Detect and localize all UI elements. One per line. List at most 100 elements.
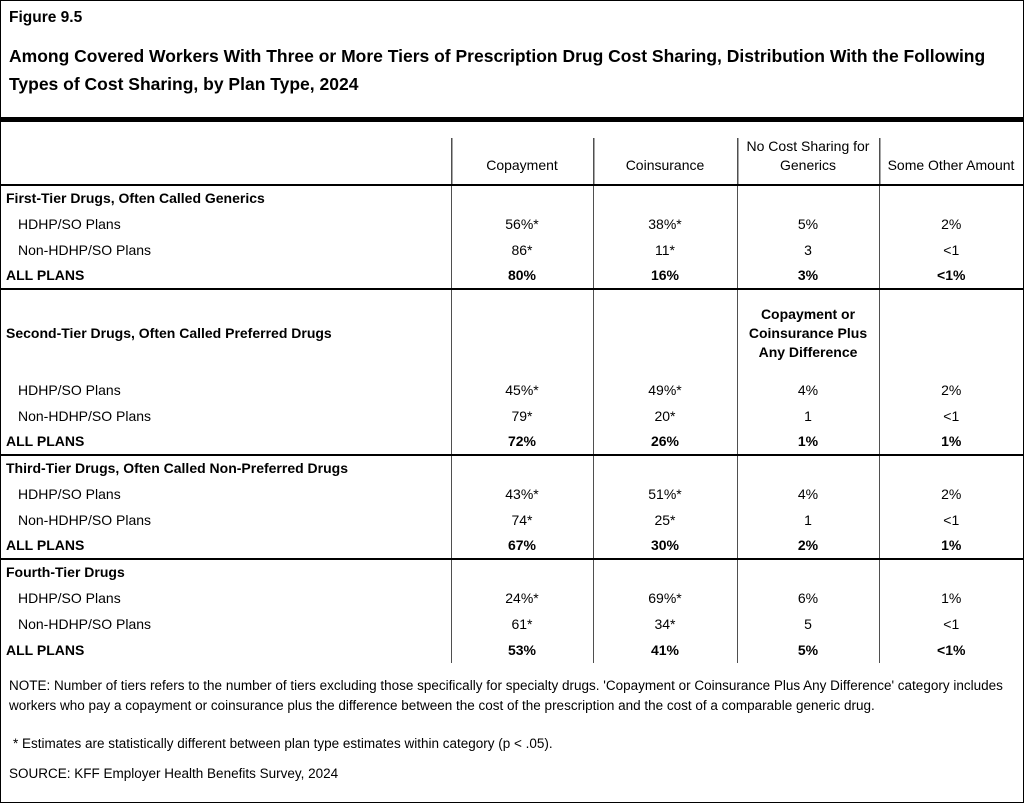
empty-cell [878, 185, 1023, 211]
cell-some-other: <1% [878, 637, 1023, 663]
table-row: Non-HDHP/SO Plans 74* 25* 1 <1 [1, 507, 1023, 533]
empty-cell [450, 185, 593, 211]
row-label: ALL PLANS [6, 641, 85, 658]
cell-coinsurance: 34* [592, 611, 737, 637]
cell-copayment: 72% [450, 429, 593, 455]
table-row: Non-HDHP/SO Plans 61* 34* 5 <1 [1, 611, 1023, 637]
empty-cell [878, 558, 1023, 585]
cell-some-other: <1 [878, 403, 1023, 429]
cell-no-cost-sharing: 5% [736, 637, 879, 663]
empty-cell [736, 558, 879, 585]
row-label: Non-HDHP/SO Plans [18, 511, 152, 528]
cell-no-cost-sharing: 5 [736, 611, 879, 637]
column-header-row: Copayment Coinsurance No Cost Sharing fo… [1, 122, 1023, 186]
cell-some-other: 2% [878, 481, 1023, 507]
cell-some-other: 2% [878, 377, 1023, 403]
all-plans-row: ALL PLANS 67% 30% 2% 1% [1, 533, 1023, 559]
cell-coinsurance: 69%* [592, 585, 737, 611]
cell-no-cost-sharing: 3% [736, 263, 879, 289]
cell-copayment: 24%* [450, 585, 593, 611]
cell-no-cost-sharing: 1 [736, 403, 879, 429]
note-text: NOTE: Number of tiers refers to the numb… [9, 678, 1003, 713]
section-second-tier-title-row: Second-Tier Drugs, Often Called Preferre… [1, 288, 1023, 377]
row-label: HDHP/SO Plans [18, 485, 121, 502]
empty-cell [450, 558, 593, 585]
cell-no-cost-sharing: 4% [736, 481, 879, 507]
section-title: Fourth-Tier Drugs [1, 558, 451, 585]
empty-cell [450, 288, 593, 377]
source-text: SOURCE: KFF Employer Health Benefits Sur… [9, 766, 339, 781]
cell-copayment: 74* [450, 507, 593, 533]
figure-title: Among Covered Workers With Three or More… [9, 46, 986, 94]
cell-coinsurance: 11* [592, 237, 737, 263]
row-label: Non-HDHP/SO Plans [18, 241, 152, 258]
section-title: Third-Tier Drugs, Often Called Non-Prefe… [1, 454, 451, 481]
empty-cell [592, 288, 737, 377]
column-header-some-other-amount: Some Other Amount [879, 122, 1023, 186]
empty-cell [878, 288, 1023, 377]
section-first-tier-title-row: First-Tier Drugs, Often Called Generics [1, 185, 1023, 211]
cell-coinsurance: 26% [592, 429, 737, 455]
cell-some-other: <1 [878, 611, 1023, 637]
empty-cell [592, 454, 737, 481]
cell-copayment: 79* [450, 403, 593, 429]
cell-some-other: 1% [878, 585, 1023, 611]
section-title: First-Tier Drugs, Often Called Generics [6, 190, 265, 206]
cell-coinsurance: 20* [592, 403, 737, 429]
row-label-column-header [1, 122, 451, 186]
table-row: HDHP/SO Plans 43%* 51%* 4% 2% [1, 481, 1023, 507]
cell-no-cost-sharing: 1 [736, 507, 879, 533]
cell-copayment: 80% [450, 263, 593, 289]
row-label: ALL PLANS [6, 267, 85, 283]
cell-copayment: 43%* [450, 481, 593, 507]
all-plans-row: ALL PLANS 72% 26% 1% 1% [1, 429, 1023, 455]
row-label: HDHP/SO Plans [18, 215, 121, 232]
cell-coinsurance: 16% [592, 263, 737, 289]
cell-some-other: <1 [878, 237, 1023, 263]
figure-footer: NOTE: Number of tiers refers to the numb… [1, 663, 1023, 784]
cell-copayment: 53% [450, 637, 593, 663]
table-row: HDHP/SO Plans 45%* 49%* 4% 2% [1, 377, 1023, 403]
row-label: Non-HDHP/SO Plans [18, 407, 152, 424]
row-label: Non-HDHP/SO Plans [18, 615, 152, 632]
column-header-no-cost-sharing: No Cost Sharing for Generics [737, 122, 879, 186]
empty-cell [878, 454, 1023, 481]
cell-copayment: 86* [450, 237, 593, 263]
empty-cell [736, 185, 879, 211]
empty-cell [450, 454, 593, 481]
cost-sharing-table: Copayment Coinsurance No Cost Sharing fo… [1, 122, 1023, 663]
table-row: HDHP/SO Plans 24%* 69%* 6% 1% [1, 585, 1023, 611]
cell-no-cost-sharing: 5% [736, 211, 879, 237]
cell-some-other: <1% [878, 263, 1023, 289]
row-label: ALL PLANS [6, 537, 85, 553]
cell-copayment: 67% [450, 533, 593, 559]
empty-cell [592, 558, 737, 585]
cell-no-cost-sharing: 2% [736, 533, 879, 559]
row-label: HDHP/SO Plans [18, 589, 121, 606]
footnote-text: * Estimates are statistically different … [13, 736, 553, 751]
section-third-tier-title-row: Third-Tier Drugs, Often Called Non-Prefe… [1, 454, 1023, 481]
cell-copayment: 61* [450, 611, 593, 637]
cell-some-other: <1 [878, 507, 1023, 533]
cell-some-other: 1% [878, 533, 1023, 559]
cell-coinsurance: 41% [592, 637, 737, 663]
column-header-coinsurance: Coinsurance [593, 122, 737, 186]
figure-header: Figure 9.5 Among Covered Workers With Th… [1, 1, 1023, 122]
empty-cell [736, 454, 879, 481]
section-title: Second-Tier Drugs, Often Called Preferre… [1, 288, 451, 377]
cell-coinsurance: 38%* [592, 211, 737, 237]
row-label: HDHP/SO Plans [18, 381, 121, 398]
empty-cell [592, 185, 737, 211]
table-row: HDHP/SO Plans 56%* 38%* 5% 2% [1, 211, 1023, 237]
cell-coinsurance: 25* [592, 507, 737, 533]
cell-coinsurance: 30% [592, 533, 737, 559]
all-plans-row: ALL PLANS 53% 41% 5% <1% [1, 637, 1023, 663]
cell-copayment: 45%* [450, 377, 593, 403]
cell-no-cost-sharing: 1% [736, 429, 879, 455]
column-header-copayment: Copayment [451, 122, 593, 186]
cell-coinsurance: 49%* [592, 377, 737, 403]
section-fourth-tier-title-row: Fourth-Tier Drugs [1, 558, 1023, 585]
cell-some-other: 1% [878, 429, 1023, 455]
cell-no-cost-sharing: 3 [736, 237, 879, 263]
